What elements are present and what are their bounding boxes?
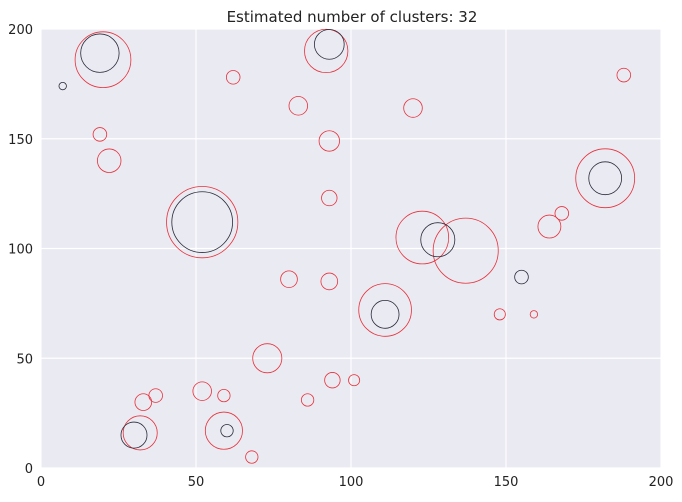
- circle-marks: [58, 28, 636, 464]
- cluster-circle-red: [304, 28, 349, 74]
- cluster-circle-red: [252, 343, 283, 374]
- cluster-circle-red: [348, 374, 361, 387]
- cluster-circle-red: [324, 372, 341, 389]
- cluster-circle-red: [122, 415, 158, 451]
- cluster-circle-red: [616, 67, 632, 83]
- cluster-circle-red: [192, 381, 212, 401]
- cluster-circle-red: [358, 283, 412, 337]
- cluster-circle-red: [225, 70, 241, 85]
- cluster-circle-red: [320, 272, 339, 291]
- y-tick-label: 50: [16, 352, 33, 367]
- cluster-circle-dark: [58, 81, 67, 91]
- cluster-circle-red: [403, 98, 423, 118]
- cluster-circle-red: [97, 148, 122, 173]
- cluster-circle-red: [280, 270, 298, 289]
- cluster-circle-dark: [420, 222, 456, 258]
- x-tick-label: 0: [37, 475, 45, 490]
- cluster-circle-dark: [314, 29, 345, 60]
- x-tick-label: 150: [494, 475, 519, 490]
- cluster-circle-red: [204, 411, 243, 450]
- y-tick-label: 150: [8, 133, 33, 148]
- cluster-circle-red: [554, 206, 570, 221]
- cluster-circle-dark: [171, 191, 233, 253]
- y-tick-label: 200: [8, 23, 33, 38]
- cluster-circle-red: [529, 310, 539, 319]
- cluster-circle-dark: [370, 299, 400, 329]
- cluster-circle-red: [245, 450, 259, 464]
- cluster-circle-red: [537, 214, 562, 239]
- cluster-circle-red: [432, 217, 499, 284]
- cluster-circle-dark: [220, 424, 234, 438]
- cluster-circle-red: [300, 393, 315, 407]
- cluster-circle-red: [575, 148, 636, 209]
- cluster-circle-dark: [120, 421, 148, 449]
- cluster-circle-dark: [80, 33, 120, 73]
- cluster-circle-red: [92, 127, 108, 142]
- x-axis-ticks: 0 50 100 150 200: [37, 475, 674, 490]
- grid-lines: [40, 28, 662, 469]
- cluster-circle-red: [74, 31, 132, 89]
- x-tick-label: 100: [339, 475, 364, 490]
- cluster-circle-dark: [514, 269, 529, 285]
- cluster-circle-red: [166, 186, 239, 259]
- cluster-circle-dark: [588, 161, 623, 196]
- cluster-circle-red: [217, 388, 231, 403]
- y-axis-ticks: 0 50 100 150 200: [8, 23, 33, 477]
- cluster-circle-red: [321, 189, 338, 207]
- x-tick-label: 200: [649, 475, 674, 490]
- chart-title: Estimated number of clusters: 32: [227, 8, 478, 26]
- cluster-circle-red: [493, 308, 506, 321]
- cluster-circle-red: [134, 393, 153, 411]
- x-tick-label: 50: [188, 475, 205, 490]
- cluster-circle-red: [318, 130, 340, 152]
- y-tick-label: 100: [8, 243, 33, 258]
- cluster-circle-red: [288, 96, 309, 116]
- y-tick-label: 0: [25, 462, 33, 477]
- cluster-circle-red: [395, 210, 450, 265]
